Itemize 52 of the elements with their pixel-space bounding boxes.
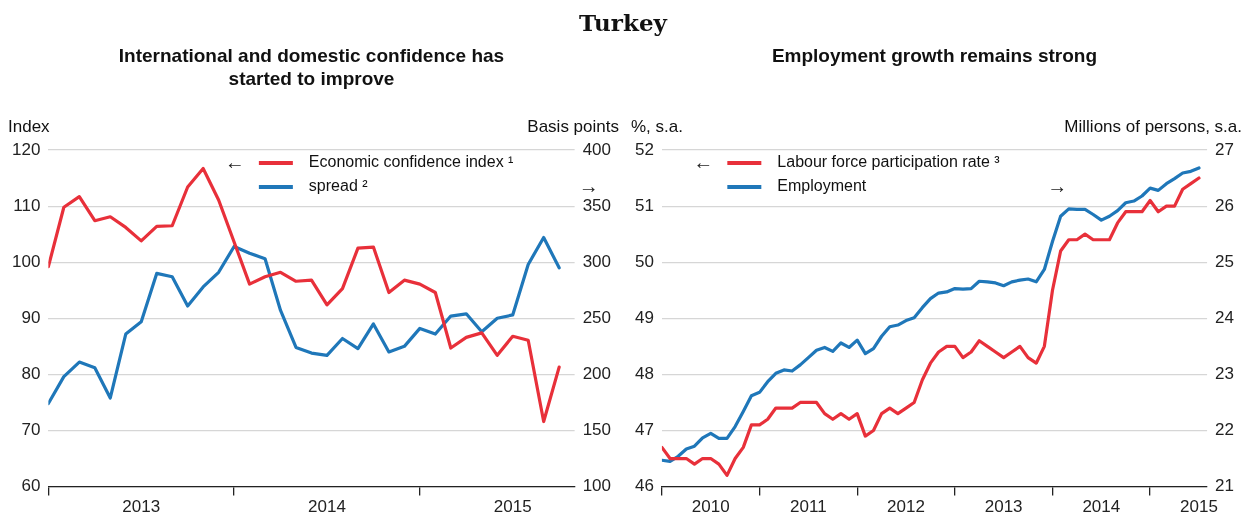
y-tick-label: 80 [21, 364, 41, 384]
y2-tick-label: 23 [1215, 364, 1235, 384]
y2-tick-label: 350 [582, 195, 612, 215]
chart-subtitle: International and domestic confidence has started to improve [117, 44, 506, 91]
y-tick-label: 52 [634, 139, 654, 159]
y2-tick-label: 300 [582, 251, 612, 271]
y-tick-label: 50 [634, 251, 654, 271]
y-tick-label: 60 [21, 476, 41, 496]
annotation: → [1047, 174, 1068, 197]
legend-label: spread ² [308, 177, 369, 195]
x-tick-label: 2012 [887, 497, 925, 517]
x-tick-label: 2011 [790, 497, 827, 517]
y-tick-label: 90 [21, 307, 41, 327]
x-tick-label: 2013 [122, 497, 161, 517]
x-tick-label: 2014 [308, 497, 346, 517]
y2-axis-title: Basis points [527, 117, 619, 136]
annotation: ← [693, 150, 714, 173]
y-tick-label: 110 [13, 195, 41, 215]
y-tick-label: 51 [634, 195, 654, 215]
text: → [578, 174, 599, 197]
y-tick-label: 48 [634, 364, 654, 384]
y2-tick-label: 21 [1215, 476, 1235, 496]
y-tick-label: 70 [21, 420, 41, 440]
text: Turkey [578, 8, 669, 38]
y-axis-title: %, s.a. [631, 117, 683, 136]
y2-tick-label: 22 [1215, 420, 1235, 440]
y-tick-label: 47 [634, 420, 654, 440]
x-tick-label: 2014 [1082, 497, 1121, 517]
x-tick-label: 2010 [691, 497, 730, 517]
y2-tick-label: 24 [1215, 307, 1235, 327]
legend-label: Labour force participation rate ³ [777, 153, 1001, 171]
y2-tick-label: 26 [1215, 195, 1235, 215]
chart-subtitle: Employment growth remains strong [770, 44, 1099, 68]
y-tick-label: 49 [634, 307, 654, 327]
y2-tick-label: 400 [582, 139, 612, 159]
y2-tick-label: 27 [1215, 139, 1235, 159]
y-tick-label: 120 [11, 139, 41, 159]
x-tick-label: 2015 [1180, 497, 1218, 517]
y-tick-label: 100 [11, 251, 41, 271]
y2-tick-label: 25 [1215, 251, 1235, 271]
y2-tick-label: 100 [582, 476, 612, 496]
annotation: ← [224, 150, 245, 173]
legend-label: Employment [777, 177, 867, 195]
y2-tick-label: 150 [582, 420, 612, 440]
y-axis-title: Index [8, 117, 51, 136]
y2-axis-title: Millions of persons, s.a. [1064, 117, 1242, 136]
y-tick-label: 46 [634, 476, 654, 496]
x-tick-label: 2013 [984, 497, 1023, 517]
legend-label: Economic confidence index ¹ [308, 153, 514, 171]
x-tick-label: 2015 [493, 497, 532, 517]
y2-tick-label: 200 [582, 364, 612, 384]
y2-tick-label: 250 [582, 307, 612, 327]
